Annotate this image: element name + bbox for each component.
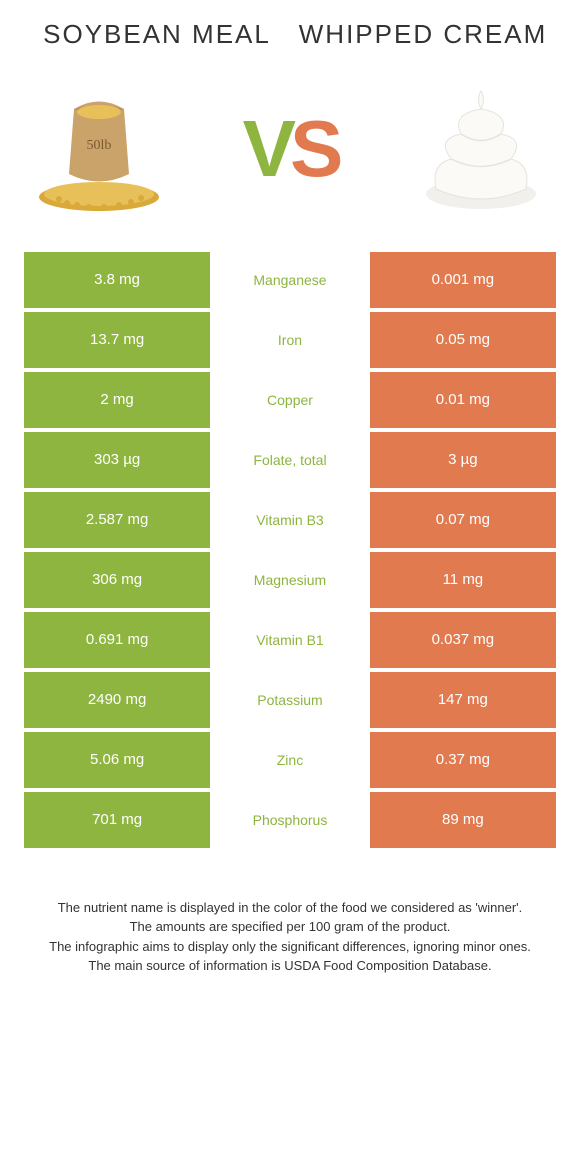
left-value: 5.06 mg	[24, 732, 210, 788]
nutrient-label: Manganese	[210, 252, 370, 308]
nutrient-label: Copper	[210, 372, 370, 428]
left-value: 3.8 mg	[24, 252, 210, 308]
table-row: 3.8 mgManganese0.001 mg	[24, 252, 556, 308]
left-value: 303 µg	[24, 432, 210, 488]
left-value: 2490 mg	[24, 672, 210, 728]
vs-v: V	[243, 104, 290, 193]
image-row: 50lb VS	[24, 74, 556, 224]
table-row: 13.7 mgIron0.05 mg	[24, 312, 556, 368]
right-value: 11 mg	[370, 552, 556, 608]
right-value: 147 mg	[370, 672, 556, 728]
footer-line: The nutrient name is displayed in the co…	[32, 898, 548, 918]
table-row: 2490 mgPotassium147 mg	[24, 672, 556, 728]
vs-label: VS	[243, 103, 338, 195]
left-food-title: SOYBEAN MEAL	[24, 20, 290, 50]
nutrient-label: Phosphorus	[210, 792, 370, 848]
right-value: 0.07 mg	[370, 492, 556, 548]
nutrient-label: Vitamin B3	[210, 492, 370, 548]
table-row: 306 mgMagnesium11 mg	[24, 552, 556, 608]
nutrient-label: Vitamin B1	[210, 612, 370, 668]
right-value: 0.037 mg	[370, 612, 556, 668]
left-value: 701 mg	[24, 792, 210, 848]
nutrient-label: Zinc	[210, 732, 370, 788]
table-row: 303 µgFolate, total3 µg	[24, 432, 556, 488]
footer-notes: The nutrient name is displayed in the co…	[24, 898, 556, 976]
footer-line: The infographic aims to display only the…	[32, 937, 548, 957]
nutrient-label: Iron	[210, 312, 370, 368]
right-value: 3 µg	[370, 432, 556, 488]
header: SOYBEAN MEAL WHIPPED CREAM	[24, 20, 556, 50]
left-value: 2 mg	[24, 372, 210, 428]
footer-line: The amounts are specified per 100 gram o…	[32, 917, 548, 937]
right-value: 0.001 mg	[370, 252, 556, 308]
left-value: 13.7 mg	[24, 312, 210, 368]
right-value: 0.37 mg	[370, 732, 556, 788]
table-row: 2.587 mgVitamin B30.07 mg	[24, 492, 556, 548]
left-food-image: 50lb	[24, 74, 174, 224]
nutrient-label: Folate, total	[210, 432, 370, 488]
right-value: 0.01 mg	[370, 372, 556, 428]
table-row: 701 mgPhosphorus89 mg	[24, 792, 556, 848]
right-value: 89 mg	[370, 792, 556, 848]
footer-line: The main source of information is USDA F…	[32, 956, 548, 976]
vs-s: S	[290, 104, 337, 193]
nutrient-label: Magnesium	[210, 552, 370, 608]
table-row: 2 mgCopper0.01 mg	[24, 372, 556, 428]
right-value: 0.05 mg	[370, 312, 556, 368]
nutrient-table: 3.8 mgManganese0.001 mg13.7 mgIron0.05 m…	[24, 252, 556, 848]
left-value: 0.691 mg	[24, 612, 210, 668]
left-value: 2.587 mg	[24, 492, 210, 548]
table-row: 0.691 mgVitamin B10.037 mg	[24, 612, 556, 668]
svg-text:50lb: 50lb	[87, 138, 112, 153]
left-value: 306 mg	[24, 552, 210, 608]
right-food-title: WHIPPED CREAM	[290, 20, 556, 50]
right-food-image	[406, 74, 556, 224]
nutrient-label: Potassium	[210, 672, 370, 728]
table-row: 5.06 mgZinc0.37 mg	[24, 732, 556, 788]
